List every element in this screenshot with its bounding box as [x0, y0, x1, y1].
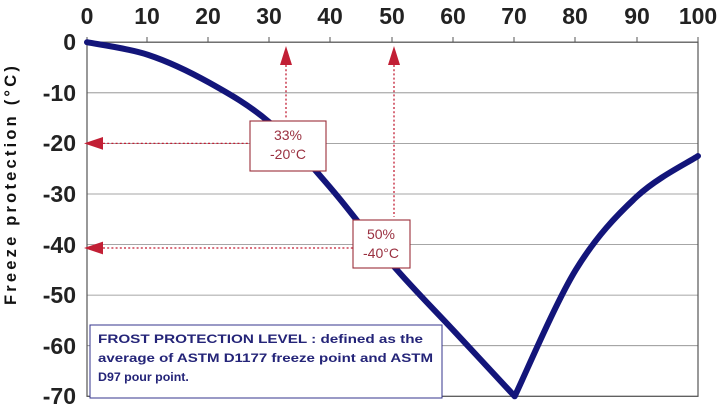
svg-text:-70: -70: [43, 383, 76, 409]
svg-text:-60: -60: [43, 333, 76, 359]
svg-text:-30: -30: [43, 181, 76, 207]
svg-text:70: 70: [501, 3, 527, 29]
svg-text:10: 10: [134, 3, 160, 29]
svg-text:20: 20: [195, 3, 221, 29]
svg-text:50%: 50%: [367, 226, 395, 242]
svg-text:40: 40: [317, 3, 343, 29]
svg-text:0: 0: [81, 3, 94, 29]
svg-text:-10: -10: [43, 80, 76, 106]
svg-text:33%: 33%: [274, 127, 302, 143]
svg-text:-40°C: -40°C: [363, 245, 399, 261]
svg-text:30: 30: [256, 3, 282, 29]
svg-text:-20°C: -20°C: [270, 146, 306, 162]
svg-text:average of ASTM D1177 freeze p: average of ASTM D1177 freeze point and A…: [98, 351, 433, 365]
svg-text:D97 pour point.: D97 pour point.: [98, 370, 189, 384]
svg-text:-50: -50: [43, 282, 76, 308]
svg-text:100: 100: [679, 3, 717, 29]
svg-text:0: 0: [63, 29, 76, 55]
svg-text:FROST PROTECTION LEVEL : defin: FROST PROTECTION LEVEL : defined as the: [98, 332, 423, 346]
svg-text:Freeze protection (°C): Freeze protection (°C): [2, 63, 20, 305]
svg-text:60: 60: [440, 3, 466, 29]
svg-text:80: 80: [562, 3, 588, 29]
svg-text:90: 90: [624, 3, 650, 29]
svg-text:-40: -40: [43, 232, 76, 258]
svg-text:50: 50: [379, 3, 405, 29]
svg-text:-20: -20: [43, 130, 76, 156]
